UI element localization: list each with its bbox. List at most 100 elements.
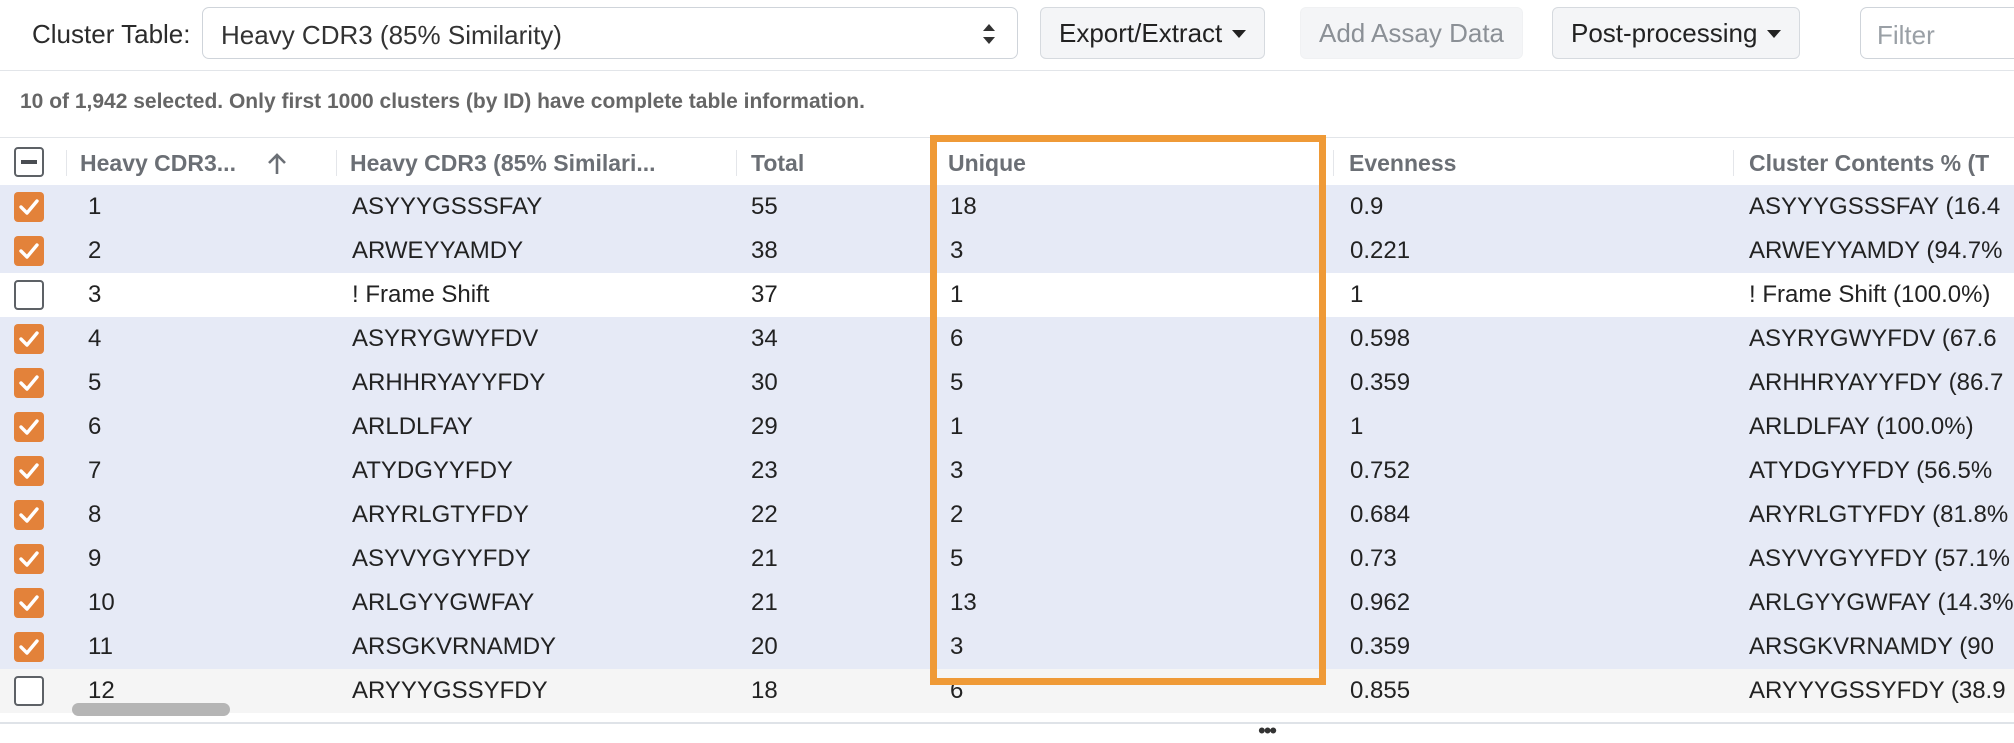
checkmark-icon xyxy=(19,463,39,479)
cell-unique: 5 xyxy=(950,545,964,572)
cell-unique: 1 xyxy=(950,281,964,308)
cell-cdr3: ASYVYGYYFDY xyxy=(352,545,531,572)
add-assay-data-button[interactable]: Add Assay Data xyxy=(1300,7,1523,59)
post-processing-button[interactable]: Post-processing xyxy=(1552,7,1801,59)
indeterminate-icon xyxy=(21,160,37,164)
cell-total: 22 xyxy=(751,501,778,528)
cell-evenness: 0.73 xyxy=(1350,545,1397,572)
table-row[interactable]: 7 ATYDGYYFDY 23 3 0.752 ATYDGYYFDY (56.5% xyxy=(0,449,2014,493)
row-checkbox[interactable] xyxy=(14,676,44,706)
cell-contents: ARWEYYAMDY (94.7% xyxy=(1749,237,2003,264)
column-header-total[interactable]: Total xyxy=(751,150,805,176)
cell-id: 12 xyxy=(88,677,115,704)
caret-down-icon xyxy=(1767,30,1782,38)
table-row[interactable]: 10 ARLGYYGWFAY 21 13 0.962 ARLGYYGWFAY (14.3% xyxy=(0,581,2014,625)
checkmark-icon xyxy=(19,551,39,567)
cell-evenness: 0.359 xyxy=(1350,369,1411,396)
cell-evenness: 0.855 xyxy=(1350,677,1411,704)
row-checkbox[interactable] xyxy=(14,368,44,398)
cell-total: 29 xyxy=(751,413,778,440)
horizontal-scrollbar[interactable] xyxy=(72,703,230,716)
table-row[interactable]: 6 ARLDLFAY 29 1 1 ARLDLFAY (100.0%) xyxy=(0,405,2014,449)
filter-input[interactable]: Filter xyxy=(1860,7,2014,59)
table-row[interactable]: 2 ARWEYYAMDY 38 3 0.221 ARWEYYAMDY (94.7% xyxy=(0,229,2014,273)
cell-evenness: 0.752 xyxy=(1350,457,1411,484)
cell-total: 55 xyxy=(751,193,778,220)
cell-contents: ARSGKVRNAMDY (90 xyxy=(1749,633,1994,660)
cell-unique: 13 xyxy=(950,589,977,616)
cell-unique: 6 xyxy=(950,677,964,704)
cell-id: 9 xyxy=(88,545,102,572)
column-header-evenness[interactable]: Evenness xyxy=(1349,150,1457,176)
cell-id: 3 xyxy=(88,281,102,308)
cell-evenness: 0.962 xyxy=(1350,589,1411,616)
column-header-unique[interactable]: Unique xyxy=(948,150,1026,176)
cell-evenness: 0.684 xyxy=(1350,501,1411,528)
cell-unique: 3 xyxy=(950,633,964,660)
post-processing-label: Post-processing xyxy=(1571,17,1758,48)
column-separator xyxy=(932,150,933,176)
cell-contents: ATYDGYYFDY (56.5% xyxy=(1749,457,1993,484)
checkmark-icon xyxy=(19,639,39,655)
select-updown-icon xyxy=(983,24,995,44)
row-checkbox[interactable] xyxy=(14,280,44,310)
cell-total: 20 xyxy=(751,633,778,660)
column-separator xyxy=(1733,150,1734,176)
cell-contents: ARLDLFAY (100.0%) xyxy=(1749,413,1974,440)
checkmark-icon xyxy=(19,375,39,391)
cell-contents: ARYRLGTYFDY (81.8% xyxy=(1749,501,2009,528)
cell-id: 8 xyxy=(88,501,102,528)
cell-cdr3: ARSGKVRNAMDY xyxy=(352,633,557,660)
cell-unique: 1 xyxy=(950,413,964,440)
table-row[interactable]: 1 ASYYYGSSSFAY 55 18 0.9 ASYYYGSSSFAY (16.4 xyxy=(0,185,2014,229)
table-row[interactable]: 12 ARYYYGSSYFDY 18 6 0.855 ARYYYGSSYFDY (38.9 xyxy=(0,669,2014,713)
sort-ascending-icon[interactable] xyxy=(266,152,288,176)
cell-total: 30 xyxy=(751,369,778,396)
column-separator xyxy=(1333,150,1334,176)
cell-evenness: 0.598 xyxy=(1350,325,1411,352)
cell-total: 21 xyxy=(751,589,778,616)
column-header-cluster-contents[interactable]: Cluster Contents % (T xyxy=(1749,150,1990,176)
cell-cdr3: ARLGYYGWFAY xyxy=(352,589,535,616)
column-header-cluster-id[interactable]: Heavy CDR3... xyxy=(80,150,236,176)
checkmark-icon xyxy=(19,243,39,259)
table-row[interactable]: 11 ARSGKVRNAMDY 20 3 0.359 ARSGKVRNAMDY (90 xyxy=(0,625,2014,669)
cell-evenness: 1 xyxy=(1350,413,1364,440)
cell-cdr3: ! Frame Shift xyxy=(352,281,490,308)
cell-contents: ASYYYGSSSFAY (16.4 xyxy=(1749,193,2001,220)
cell-id: 7 xyxy=(88,457,102,484)
row-checkbox[interactable] xyxy=(14,456,44,486)
cell-cdr3: ARWEYYAMDY xyxy=(352,237,524,264)
cell-id: 6 xyxy=(88,413,102,440)
cell-id: 5 xyxy=(88,369,102,396)
table-row[interactable]: 3 ! Frame Shift 37 1 1 ! Frame Shift (100.0%) xyxy=(0,273,2014,317)
row-checkbox[interactable] xyxy=(14,324,44,354)
row-checkbox[interactable] xyxy=(14,192,44,222)
row-checkbox[interactable] xyxy=(14,588,44,618)
table-row[interactable]: 8 ARYRLGTYFDY 22 2 0.684 ARYRLGTYFDY (81.8% xyxy=(0,493,2014,537)
table-row[interactable]: 4 ASYRYGWYFDV 34 6 0.598 ASYRYGWYFDV (67.6 xyxy=(0,317,2014,361)
row-checkbox[interactable] xyxy=(14,236,44,266)
column-separator xyxy=(336,150,337,176)
table-row[interactable]: 5 ARHHRYAYYFDY 30 5 0.359 ARHHRYAYYFDY (86.7 xyxy=(0,361,2014,405)
cell-id: 2 xyxy=(88,237,102,264)
export-extract-button[interactable]: Export/Extract xyxy=(1040,7,1266,59)
resize-grip-icon[interactable]: ••• xyxy=(1258,718,1277,743)
row-checkbox[interactable] xyxy=(14,412,44,442)
row-checkbox[interactable] xyxy=(14,500,44,530)
checkmark-icon xyxy=(19,595,39,611)
toolbar: Cluster Table: Heavy CDR3 (85% Similarit… xyxy=(0,0,2014,71)
row-checkbox[interactable] xyxy=(14,544,44,574)
row-checkbox[interactable] xyxy=(14,632,44,662)
cell-cdr3: ARYYYGSSYFDY xyxy=(352,677,548,704)
table-row[interactable]: 9 ASYVYGYYFDY 21 5 0.73 ASYVYGYYFDY (57.1% xyxy=(0,537,2014,581)
cell-evenness: 1 xyxy=(1350,281,1364,308)
selection-status: 10 of 1,942 selected. Only first 1000 cl… xyxy=(20,90,865,113)
checkmark-icon xyxy=(19,331,39,347)
cell-total: 18 xyxy=(751,677,778,704)
cluster-table-label: Cluster Table: xyxy=(32,19,191,49)
column-header-heavy-cdr3[interactable]: Heavy CDR3 (85% Similari... xyxy=(350,150,656,176)
checkmark-icon xyxy=(19,419,39,435)
select-all-checkbox[interactable] xyxy=(14,147,44,177)
cluster-table-select[interactable]: Heavy CDR3 (85% Similarity) xyxy=(202,7,1018,59)
